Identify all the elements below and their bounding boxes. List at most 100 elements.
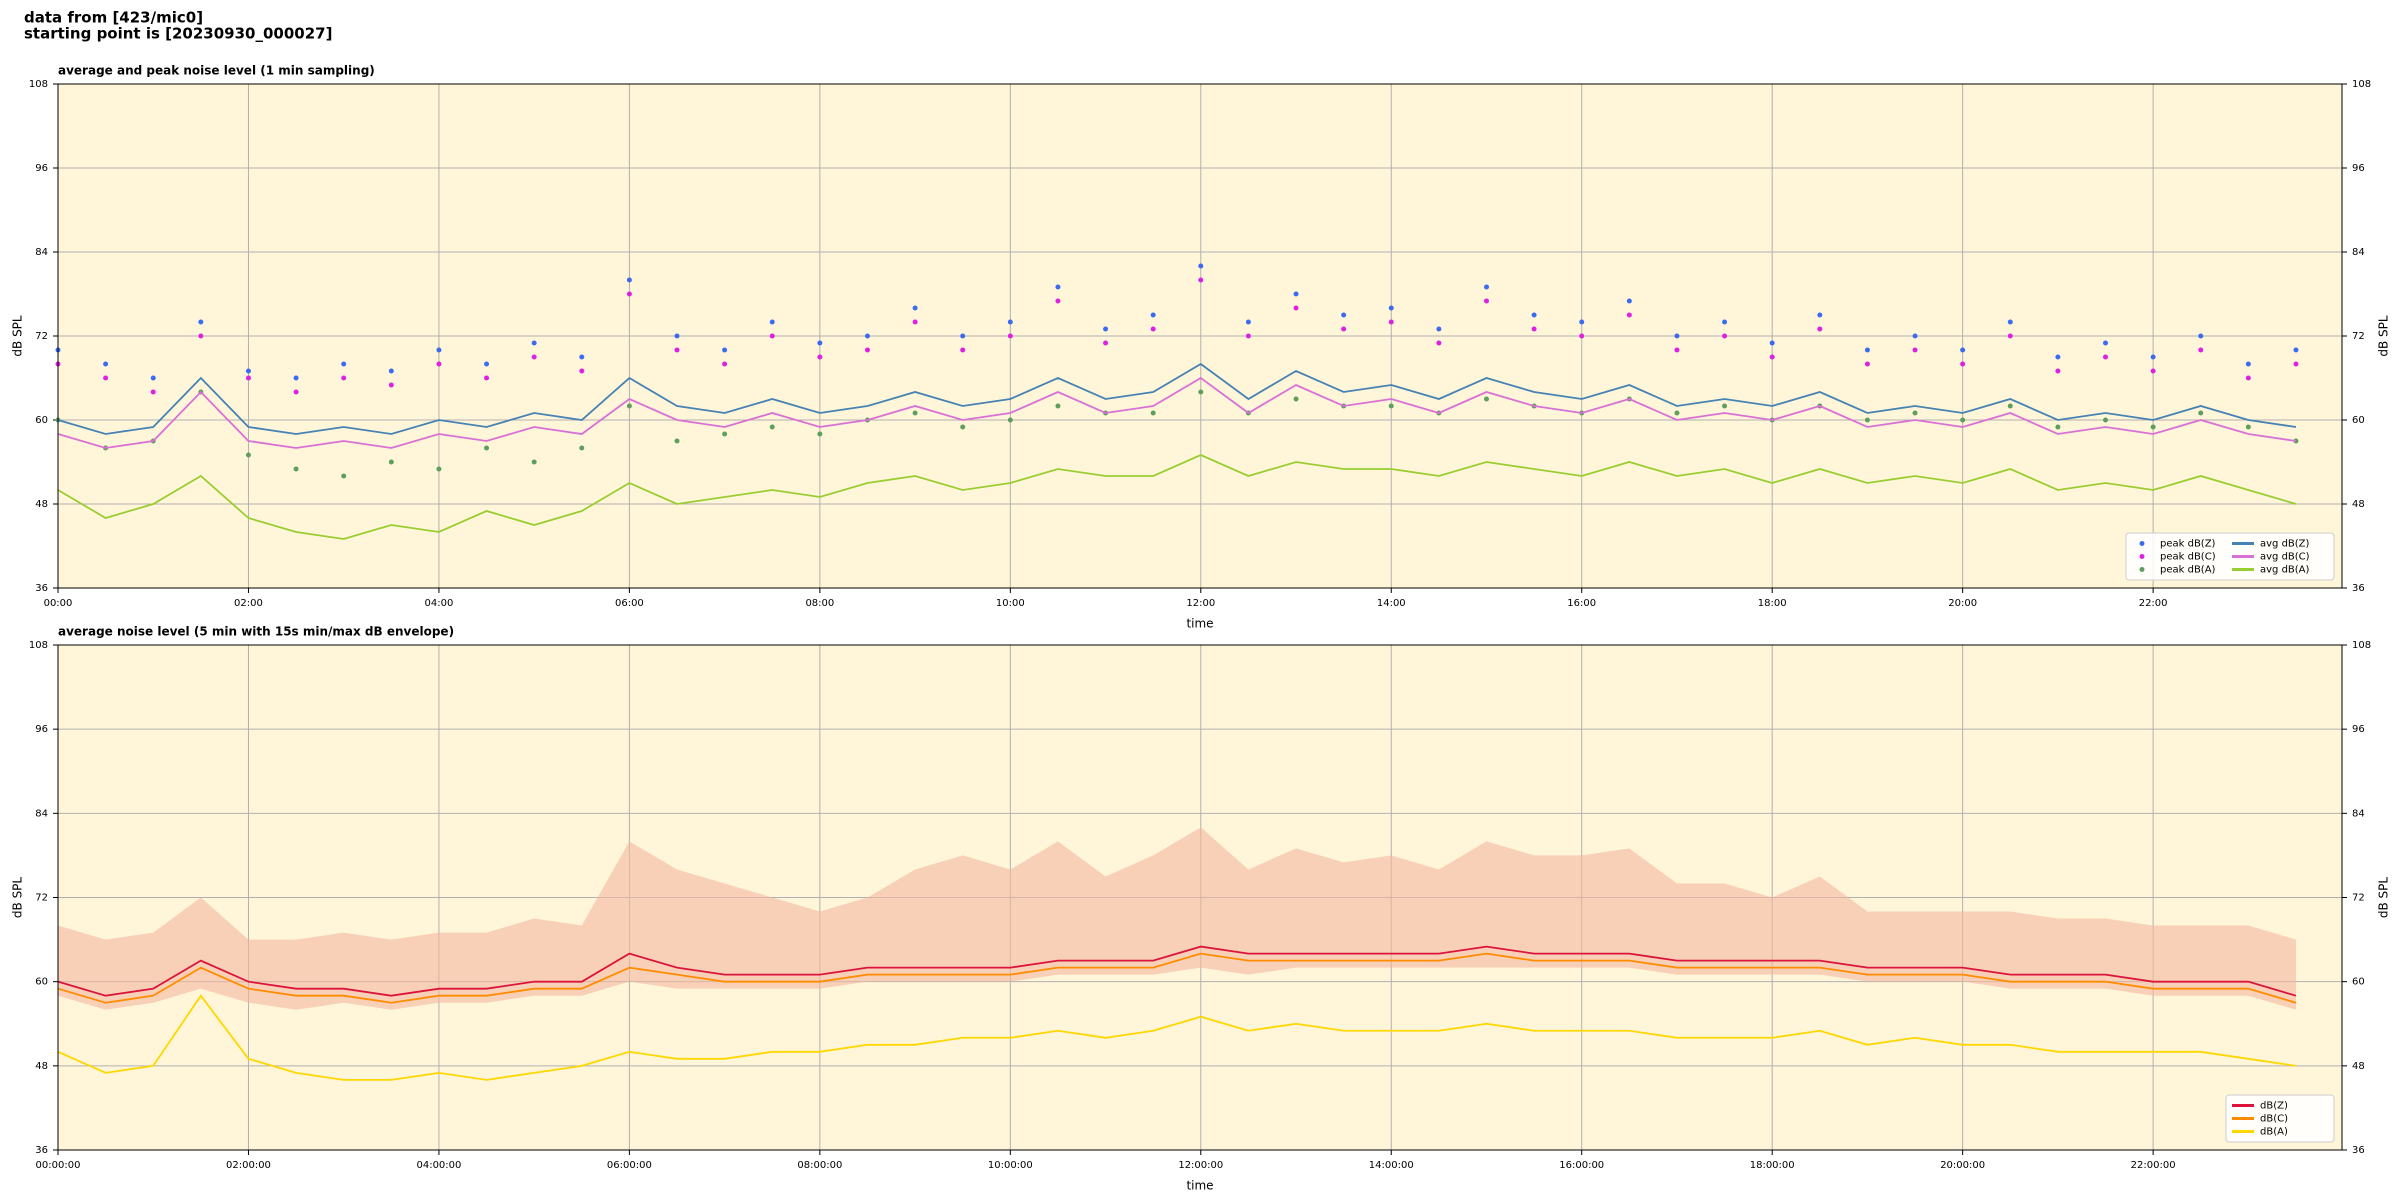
x-tick-label: 00:00 bbox=[44, 598, 73, 609]
peak-point bbox=[1055, 403, 1061, 409]
x-tick-label: 02:00 bbox=[234, 598, 263, 609]
legend-marker bbox=[2139, 567, 2145, 572]
x-tick-label: 06:00 bbox=[615, 598, 644, 609]
peak-point bbox=[1103, 340, 1109, 346]
peak-point bbox=[1436, 326, 1442, 332]
peak-point bbox=[1912, 347, 1918, 353]
peak-point bbox=[864, 347, 870, 353]
peak-point bbox=[912, 305, 918, 311]
peak-point bbox=[436, 361, 442, 367]
legend-label: avg dB(A) bbox=[2260, 565, 2310, 576]
peak-point bbox=[2055, 424, 2061, 430]
peak-point bbox=[293, 389, 299, 395]
peak-point bbox=[2007, 319, 2013, 325]
x-tick-label: 16:00 bbox=[1567, 598, 1596, 609]
legend-label: dB(A) bbox=[2260, 1127, 2288, 1138]
plot-frame bbox=[57, 83, 2343, 589]
peak-point bbox=[1007, 417, 1013, 423]
peak-point bbox=[817, 354, 823, 360]
x-tick-label: 14:00 bbox=[1377, 598, 1406, 609]
peak-point bbox=[484, 445, 490, 451]
y-tick-label-right: 48 bbox=[2352, 1061, 2365, 1072]
peak-point bbox=[579, 368, 585, 374]
peak-point bbox=[817, 340, 823, 346]
peak-point bbox=[2198, 347, 2204, 353]
peak-point bbox=[1293, 396, 1299, 402]
peak-point bbox=[1198, 389, 1204, 395]
peak-point bbox=[1531, 312, 1537, 318]
peak-point bbox=[1722, 333, 1728, 339]
peak-point bbox=[960, 424, 966, 430]
peak-point bbox=[198, 333, 204, 339]
peak-point bbox=[1864, 361, 1870, 367]
peak-point bbox=[150, 375, 156, 381]
peak-point bbox=[1483, 298, 1489, 304]
peak-point bbox=[1674, 410, 1680, 416]
x-tick-label: 18:00 bbox=[1758, 598, 1787, 609]
chart-title: average and peak noise level (1 min samp… bbox=[58, 64, 375, 78]
peak-point bbox=[1674, 347, 1680, 353]
peak-point bbox=[2245, 424, 2251, 430]
peak-point bbox=[2198, 410, 2204, 416]
peak-point bbox=[245, 452, 251, 458]
peak-point bbox=[1388, 305, 1394, 311]
header-line: starting point is [20230930_000027] bbox=[24, 25, 332, 43]
y-tick-label-right: 72 bbox=[2352, 331, 2365, 342]
y-tick-label-right: 108 bbox=[2352, 79, 2371, 90]
x-tick-label: 06:00:00 bbox=[607, 1160, 652, 1171]
peak-point bbox=[769, 424, 775, 430]
y-tick-label: 36 bbox=[35, 583, 48, 594]
plot-frame bbox=[57, 644, 2343, 1151]
peak-point bbox=[531, 340, 537, 346]
peak-point bbox=[674, 333, 680, 339]
peak-point bbox=[1864, 347, 1870, 353]
y-tick-label-right: 108 bbox=[2352, 640, 2371, 651]
peak-point bbox=[2245, 361, 2251, 367]
series-line bbox=[57, 362, 2297, 435]
peak-point bbox=[1769, 340, 1775, 346]
x-tick-label: 16:00:00 bbox=[1559, 1160, 1604, 1171]
y-axis-label-right: dB SPL bbox=[2377, 877, 2391, 919]
peak-point bbox=[2103, 417, 2109, 423]
peak-point bbox=[722, 361, 728, 367]
peak-point bbox=[1817, 312, 1823, 318]
peak-point bbox=[1150, 326, 1156, 332]
y-tick-label: 60 bbox=[35, 415, 48, 426]
peak-point bbox=[2293, 361, 2299, 367]
peak-point bbox=[579, 354, 585, 360]
peak-point bbox=[769, 333, 775, 339]
y-tick-label-right: 84 bbox=[2352, 247, 2365, 258]
peak-point bbox=[1341, 326, 1347, 332]
peak-point bbox=[198, 319, 204, 325]
peak-point bbox=[1007, 333, 1013, 339]
peak-point bbox=[341, 473, 347, 479]
peak-point bbox=[1960, 347, 1966, 353]
peak-point bbox=[1579, 333, 1585, 339]
y-tick-label: 36 bbox=[35, 1145, 48, 1156]
peak-point bbox=[626, 277, 632, 283]
peak-point bbox=[1626, 298, 1632, 304]
peak-point bbox=[103, 375, 109, 381]
series-line bbox=[57, 952, 2297, 1004]
y-tick-label-right: 96 bbox=[2352, 163, 2365, 174]
peak-point bbox=[912, 410, 918, 416]
x-tick-label: 20:00:00 bbox=[1940, 1160, 1985, 1171]
peak-point bbox=[626, 403, 632, 409]
x-tick-label: 10:00:00 bbox=[988, 1160, 1033, 1171]
peak-point bbox=[1341, 312, 1347, 318]
peak-point bbox=[388, 368, 394, 374]
x-axis-label: time bbox=[1186, 617, 1213, 631]
peak-point bbox=[1579, 319, 1585, 325]
peak-point bbox=[1293, 305, 1299, 311]
peak-point bbox=[1198, 277, 1204, 283]
peak-point bbox=[2103, 354, 2109, 360]
peak-point bbox=[1245, 333, 1251, 339]
peak-point bbox=[1150, 410, 1156, 416]
series-line bbox=[57, 454, 2297, 540]
peak-point bbox=[1388, 403, 1394, 409]
x-axis-label: time bbox=[1186, 1179, 1213, 1193]
y-tick-label: 84 bbox=[35, 247, 48, 258]
peak-point bbox=[1674, 333, 1680, 339]
peak-point bbox=[912, 319, 918, 325]
